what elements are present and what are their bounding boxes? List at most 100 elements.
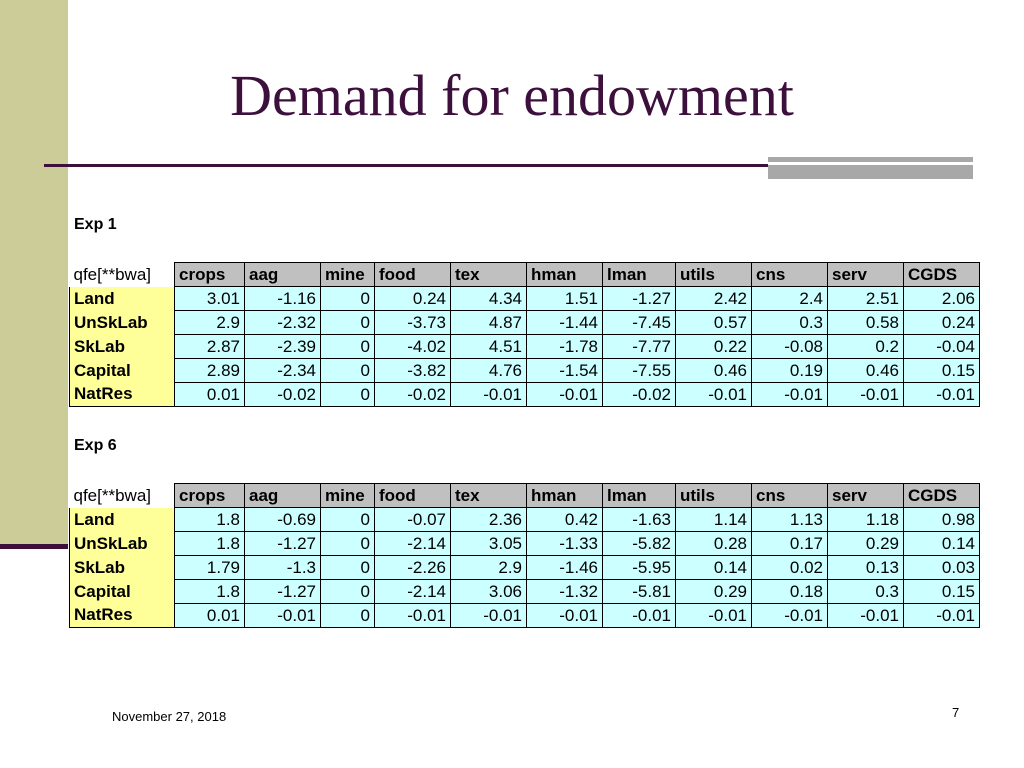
table-cell: 1.51	[526, 286, 603, 311]
table-cell: 0.28	[675, 531, 752, 556]
table-cell: -2.34	[244, 358, 321, 383]
table-cell: -1.3	[244, 555, 321, 580]
row-label-natres: NatRes	[69, 603, 175, 628]
table-cell: 1.8	[174, 507, 245, 532]
row-label-capital: Capital	[69, 358, 175, 383]
table-cell: 0	[320, 507, 375, 532]
table-cell: 0	[320, 358, 375, 383]
table-cell: 1.13	[751, 507, 828, 532]
table-cell: -0.69	[244, 507, 321, 532]
table-cell: -0.02	[244, 382, 321, 407]
footer-date: November 27, 2018	[112, 709, 227, 724]
table-cell: 0	[320, 286, 375, 311]
table-cell: 0	[320, 531, 375, 556]
table-cell: -1.78	[526, 334, 603, 359]
table-cell: 2.42	[675, 286, 752, 311]
table-cell: -0.01	[374, 603, 451, 628]
table-cell: -1.16	[244, 286, 321, 311]
table-cell: 1.8	[174, 531, 245, 556]
table-cell: 0	[320, 310, 375, 335]
table-cell: -0.01	[675, 603, 752, 628]
table-cell: -1.32	[526, 579, 603, 604]
table-cell: -1.27	[602, 286, 676, 311]
table-cell: 2.9	[174, 310, 245, 335]
row-label-natres: NatRes	[69, 382, 175, 407]
table-cell: 4.51	[450, 334, 527, 359]
table-cell: -1.33	[526, 531, 603, 556]
table-cell: -5.81	[602, 579, 676, 604]
table-cell: 0	[320, 555, 375, 580]
column-header-cgds: CGDS	[903, 483, 980, 508]
table-cell: 1.18	[827, 507, 904, 532]
row-label-land: Land	[69, 507, 175, 532]
table-cell: 0.2	[827, 334, 904, 359]
table-cell: 0.15	[903, 358, 980, 383]
table-cell: 1.8	[174, 579, 245, 604]
table-cell: 0.14	[903, 531, 980, 556]
table-cell: -4.02	[374, 334, 451, 359]
left-bar-underline	[0, 544, 68, 549]
table-cell: -7.77	[602, 334, 676, 359]
row-label-land: Land	[69, 286, 175, 311]
table-cell: 0.42	[526, 507, 603, 532]
table-cell: -1.27	[244, 579, 321, 604]
column-header-lman: lman	[602, 483, 676, 508]
table-row: Land 1.8 -0.69 0 -0.07 2.36 0.42 -1.63 1.14 1.13 1…	[69, 507, 980, 532]
table-cell: 0.57	[675, 310, 752, 335]
column-header-cns: cns	[751, 262, 828, 287]
table-cell: -0.01	[827, 382, 904, 407]
table-header-row: qfe[**bwa] crops aag mine food tex hman lman uti…	[69, 483, 980, 508]
column-header-crops: crops	[174, 483, 245, 508]
table-cell: 0.14	[675, 555, 752, 580]
table-cell: 0.98	[903, 507, 980, 532]
table-cell: -0.07	[374, 507, 451, 532]
table-cell: -0.01	[675, 382, 752, 407]
column-header-hman: hman	[526, 483, 603, 508]
table-cell: -2.32	[244, 310, 321, 335]
table-cell: 0	[320, 334, 375, 359]
table-cell: -0.01	[526, 382, 603, 407]
table-cell: -1.46	[526, 555, 603, 580]
exp6-table: qfe[**bwa] crops aag mine food tex hman lman uti…	[69, 483, 980, 628]
table-row: Capital 1.8 -1.27 0 -2.14 3.06 -1.32 -5.81 0.29 0…	[69, 579, 980, 604]
table-cell: -1.44	[526, 310, 603, 335]
table-cell: 2.87	[174, 334, 245, 359]
table-row: Land 3.01 -1.16 0 0.24 4.34 1.51 -1.27 2.42 2.4 2.…	[69, 286, 980, 311]
table-cell: -0.02	[602, 382, 676, 407]
table-cell: 0.01	[174, 603, 245, 628]
title-rule-accent	[768, 157, 973, 179]
table-cell: 3.06	[450, 579, 527, 604]
table-cell: 4.76	[450, 358, 527, 383]
title-rule	[44, 164, 774, 167]
table-cell: 0.24	[903, 310, 980, 335]
column-header-food: food	[374, 262, 451, 287]
table-cell: -0.01	[244, 603, 321, 628]
table-cell: 0.58	[827, 310, 904, 335]
table-cell: 0.29	[827, 531, 904, 556]
table-cell: 3.01	[174, 286, 245, 311]
table-cell: 0	[320, 382, 375, 407]
table-cell: 0.24	[374, 286, 451, 311]
table-row: UnSkLab 1.8 -1.27 0 -2.14 3.05 -1.33 -5.82 0.28 0…	[69, 531, 980, 556]
exp6-label: Exp 6	[74, 437, 117, 454]
table-cell: 0.18	[751, 579, 828, 604]
table-cell: -5.95	[602, 555, 676, 580]
table-cell: -0.01	[903, 603, 980, 628]
table-cell: 0.46	[827, 358, 904, 383]
row-label-unsklab: UnSkLab	[69, 310, 175, 335]
table-row: SkLab 1.79 -1.3 0 -2.26 2.9 -1.46 -5.95 0.14 0.02…	[69, 555, 980, 580]
column-header-tex: tex	[450, 262, 527, 287]
table-cell: -7.55	[602, 358, 676, 383]
table-cell: 0.01	[174, 382, 245, 407]
table-cell: 4.34	[450, 286, 527, 311]
row-label-unsklab: UnSkLab	[69, 531, 175, 556]
left-decorative-bar	[0, 0, 68, 548]
table-cell: -1.63	[602, 507, 676, 532]
column-header-cgds: CGDS	[903, 262, 980, 287]
column-header-aag: aag	[244, 262, 321, 287]
table-cell: -0.04	[903, 334, 980, 359]
column-header-utils: utils	[675, 483, 752, 508]
table-cell: -5.82	[602, 531, 676, 556]
row-label-sklab: SkLab	[69, 555, 175, 580]
table-cell: 0.03	[903, 555, 980, 580]
